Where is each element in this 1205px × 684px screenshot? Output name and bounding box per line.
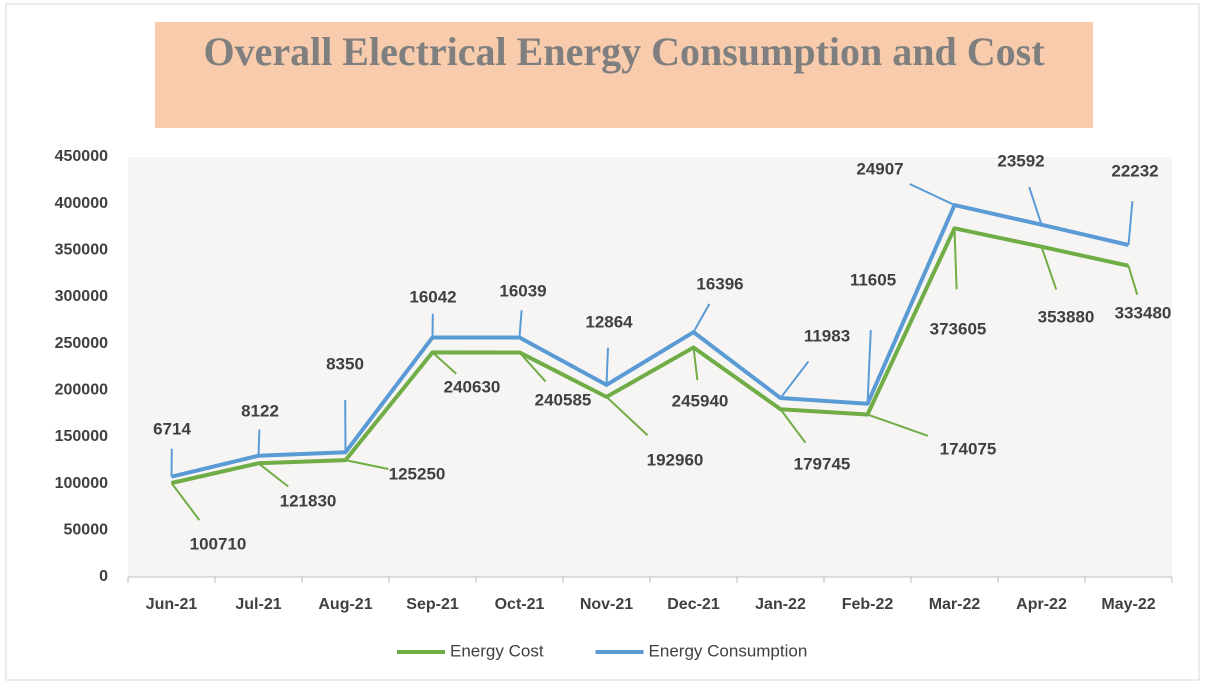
y-tick-label: 450000 (55, 148, 108, 165)
data-label: 12864 (585, 312, 633, 331)
data-label: 8122 (241, 401, 279, 420)
data-label: 333480 (1115, 303, 1172, 322)
data-label: 16396 (696, 274, 743, 293)
x-tick-label: Jun-21 (146, 596, 198, 613)
data-label: 192960 (647, 450, 704, 469)
x-tick-label: Nov-21 (580, 596, 633, 613)
data-label: 16039 (499, 281, 546, 300)
y-tick-label: 0 (99, 568, 108, 585)
page: Overall Electrical Energy Consumption an… (0, 0, 1205, 684)
data-label: 22232 (1111, 161, 1158, 180)
y-tick-label: 100000 (55, 475, 108, 492)
y-tick-label: 150000 (55, 428, 108, 445)
data-label: 179745 (794, 454, 851, 473)
data-label: 240585 (535, 390, 592, 409)
legend-label: Energy Cost (450, 641, 544, 660)
data-label: 245940 (672, 391, 729, 410)
data-label: 121830 (280, 491, 337, 510)
data-label: 11605 (850, 270, 896, 289)
x-tick-label: Aug-21 (318, 596, 372, 613)
y-tick-label: 350000 (55, 242, 108, 259)
chart-title: Overall Electrical Energy Consumption an… (203, 29, 1045, 74)
data-label: 240630 (444, 377, 501, 396)
data-label: 125250 (389, 464, 446, 483)
x-tick-label: Sep-21 (406, 596, 459, 613)
x-tick-label: Jul-21 (235, 596, 281, 613)
data-label: 11983 (804, 326, 850, 345)
y-tick-label: 200000 (55, 382, 108, 399)
x-tick-label: Dec-21 (667, 596, 720, 613)
x-tick-label: Jan-22 (755, 596, 806, 613)
x-tick-label: Oct-21 (495, 596, 545, 613)
data-label: 373605 (930, 319, 987, 338)
x-tick-label: Apr-22 (1016, 596, 1067, 613)
data-label: 24907 (856, 159, 903, 178)
data-label: 6714 (153, 419, 191, 438)
y-tick-label: 300000 (55, 288, 108, 305)
leader-line (259, 429, 260, 455)
y-tick-label: 50000 (64, 522, 109, 539)
y-tick-label: 400000 (55, 195, 108, 212)
data-label: 353880 (1038, 307, 1095, 326)
legend-label: Energy Consumption (649, 641, 808, 660)
x-tick-label: Feb-22 (842, 596, 894, 613)
data-label: 174075 (940, 439, 997, 458)
chart: Overall Electrical Energy Consumption an… (0, 0, 1205, 684)
x-tick-label: May-22 (1101, 596, 1155, 613)
data-label: 100710 (190, 534, 247, 553)
data-label: 8350 (326, 354, 364, 373)
y-tick-label: 250000 (55, 335, 108, 352)
data-label: 16042 (409, 287, 456, 306)
x-tick-label: Mar-22 (929, 596, 981, 613)
data-label: 23592 (997, 151, 1044, 170)
